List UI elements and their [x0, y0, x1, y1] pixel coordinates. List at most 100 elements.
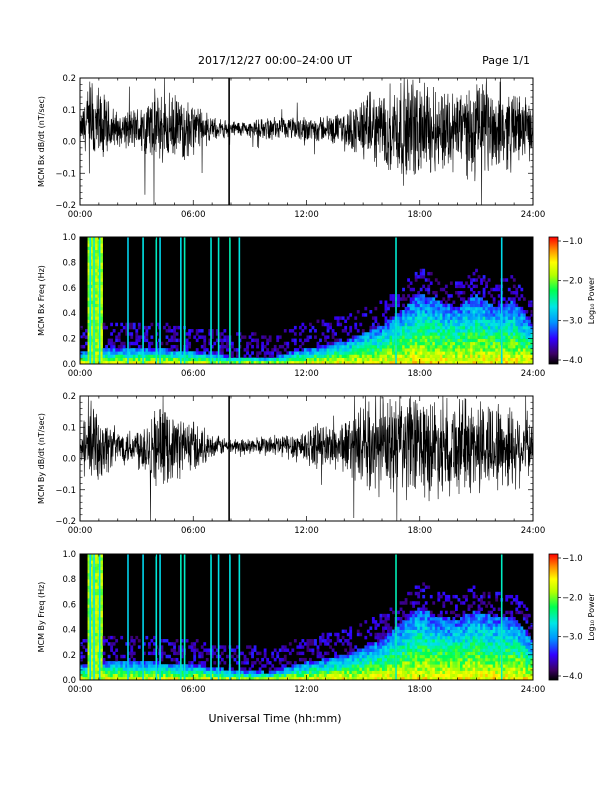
spectrogram-cell	[457, 310, 461, 314]
spectrogram-cell	[293, 667, 297, 671]
spectrogram-cell	[80, 351, 83, 355]
spectrogram-cell	[422, 661, 426, 665]
spectrogram-cell	[210, 654, 214, 659]
spectrogram-cell	[507, 313, 511, 317]
spectrogram-cell	[291, 648, 295, 652]
spectrogram-cell	[147, 344, 151, 349]
spectrogram-cell	[417, 344, 421, 349]
spectrogram-cell	[175, 670, 179, 674]
spectrogram-cell	[205, 657, 209, 662]
spectrogram-cell	[102, 657, 106, 662]
spectrogram-cell	[364, 338, 368, 343]
spectrogram-cell	[241, 673, 244, 678]
spectrogram-cell	[251, 332, 254, 336]
spectrogram-cell	[376, 338, 380, 343]
spectrogram-cell	[200, 661, 204, 665]
spectrogram-cell	[480, 667, 483, 671]
spectrogram-cell	[487, 278, 491, 282]
spectrogram-cell	[417, 357, 421, 362]
spectrogram-cell	[480, 341, 483, 346]
spectrogram-cell	[449, 601, 453, 605]
spectrogram-cell	[382, 673, 385, 678]
spectrogram-cell	[331, 354, 335, 358]
spectrogram-cell	[258, 351, 262, 355]
spectrogram-cell	[190, 676, 194, 681]
spectrogram-cell	[439, 351, 443, 355]
spectrogram-cell	[404, 332, 408, 336]
spectrogram-cell	[465, 351, 468, 355]
spectrogram-cell	[444, 626, 448, 630]
spectrogram-cell	[278, 357, 282, 362]
spectrogram-cell	[142, 325, 146, 330]
spectrogram-cell	[485, 335, 488, 339]
spectrogram-cell	[417, 325, 421, 330]
spectrogram-cell	[132, 676, 136, 681]
spectrogram-cell	[387, 613, 390, 618]
spectrogram-cell	[243, 676, 247, 681]
spectrogram-cell	[482, 306, 486, 311]
spectrogram-cell	[520, 348, 524, 352]
spectrogram-cell	[384, 354, 388, 358]
spectrogram-cell	[150, 670, 154, 674]
spectrogram-cell	[384, 357, 388, 362]
spectrogram-cell	[505, 360, 509, 365]
spectrogram-cell	[480, 300, 483, 304]
spectrogram-cell	[95, 617, 98, 621]
spectrogram-cell	[253, 648, 257, 652]
spectrogram-cell	[419, 354, 423, 358]
spectrogram-cell	[122, 676, 126, 681]
spectrogram-cell	[170, 335, 174, 339]
spectrogram-cell	[205, 354, 209, 358]
spectrogram-cell	[437, 651, 441, 656]
spectrogram-cell	[80, 642, 83, 646]
spectrogram-cell	[256, 651, 259, 656]
spectrogram-cell	[417, 310, 421, 314]
spectrogram-cell	[444, 670, 448, 674]
spectrogram-cell	[437, 623, 441, 627]
spectrogram-cell	[233, 357, 237, 362]
spectrogram-cell	[180, 667, 184, 671]
spectrogram-cell	[120, 344, 124, 349]
spectrogram-cell	[256, 670, 259, 674]
spectrogram-cell	[95, 357, 98, 362]
spectrogram-cell	[439, 642, 443, 646]
spectrogram-cell	[361, 344, 365, 349]
spectrogram-cell	[291, 667, 295, 671]
spectrogram-cell	[379, 344, 383, 349]
spectrogram-cell	[434, 626, 438, 630]
spectrogram-cell	[460, 661, 463, 665]
spectrogram-cell	[452, 642, 456, 646]
spectrogram-cell	[326, 670, 330, 674]
spectrogram-cell	[213, 341, 217, 346]
spectrogram-cell	[437, 654, 441, 659]
spectrogram-cell	[364, 351, 368, 355]
spectrogram-cell	[467, 667, 471, 671]
spectrogram-cell	[407, 642, 410, 646]
spectrogram-cell	[434, 332, 438, 336]
spectrogram-cell	[147, 348, 151, 352]
spectrogram-cell	[87, 237, 91, 241]
spectrogram-cell	[427, 354, 431, 358]
spectrogram-cell	[369, 648, 373, 652]
spectrogram-cell	[349, 338, 353, 343]
spectrogram-cell	[263, 648, 267, 652]
spectrogram-cell	[364, 654, 368, 659]
spectrogram-cell	[354, 673, 358, 678]
spectrogram-cell	[487, 648, 491, 652]
spectrogram-cell	[492, 332, 496, 336]
y-tick-label: 1.0	[62, 233, 76, 243]
spectrogram-cell	[477, 322, 481, 327]
spectrogram-cell	[414, 635, 418, 640]
spectrogram-cell	[384, 306, 388, 311]
spectrogram-cell	[220, 657, 224, 662]
spectrogram-cell	[256, 344, 259, 349]
spectrogram-cell	[437, 338, 441, 343]
spectrogram-cell	[248, 651, 252, 656]
spectrogram-cell	[344, 648, 348, 652]
spectrogram-cell	[145, 664, 149, 668]
spectrogram-cell	[382, 654, 385, 659]
spectrogram-band	[93, 237, 95, 364]
spectrogram-cell	[412, 635, 416, 640]
spectrogram-cell	[442, 654, 446, 659]
spectrogram-cell	[105, 351, 108, 355]
